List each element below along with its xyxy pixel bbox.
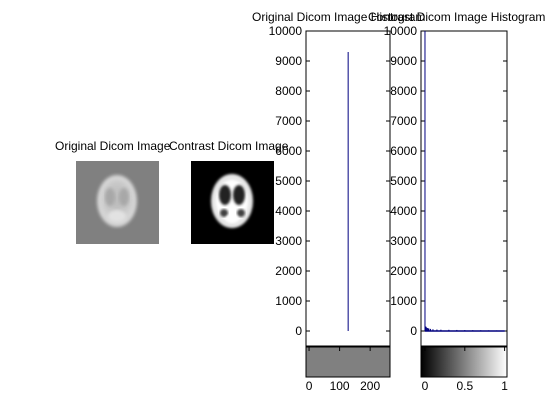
orig-ytick-label: 6000 [275,144,302,158]
orig-ytick-label: 1000 [275,294,302,308]
contrast-axes-frame [420,30,508,347]
contrast-ytick-label: 4000 [390,204,417,218]
contrast-dicom-image [191,161,274,244]
orig-ytick-label: 8000 [275,84,302,98]
contrast-ytick-label: 6000 [390,144,417,158]
original-histogram-title: Original Dicom Image Histogram [252,10,425,24]
contrast-xtick-label: 0 [422,379,429,393]
contrast-xtick-label: 0.5 [456,379,473,393]
orig-ytick-label: 10000 [269,24,303,38]
contrast-image-title: Contrast Dicom Image [169,139,289,153]
orig-ytick-label: 4000 [275,204,302,218]
contrast-ytick-label: 7000 [390,114,417,128]
contrast-ytick-label: 5000 [390,174,417,188]
contrast-ytick-label: 0 [410,324,417,338]
contrast-ytick-label: 10000 [384,24,418,38]
orig-xtick-label: 100 [330,379,350,393]
orig-axes-frame [305,30,391,347]
contrast-xtick-label: 1 [501,379,508,393]
contrast-ytick-label: 3000 [390,234,417,248]
orig-ytick-label: 3000 [275,234,302,248]
contrast-colorbar [420,346,508,378]
orig-ytick-label: 9000 [275,54,302,68]
contrast-ytick-label: 9000 [390,54,417,68]
original-image-title: Original Dicom Image [55,139,171,153]
orig-ytick-label: 2000 [275,264,302,278]
orig-colorbar [305,346,391,378]
orig-xtick-label: 0 [306,379,313,393]
orig-ytick-label: 0 [295,324,302,338]
contrast-ytick-label: 2000 [390,264,417,278]
contrast-histogram-title: Contrast Dicom Image Histogram [368,10,545,24]
orig-ytick-label: 7000 [275,114,302,128]
original-dicom-image [76,161,159,244]
contrast-ytick-label: 1000 [390,294,417,308]
contrast-ytick-label: 8000 [390,84,417,98]
orig-xtick-label: 200 [360,379,380,393]
orig-ytick-label: 5000 [275,174,302,188]
